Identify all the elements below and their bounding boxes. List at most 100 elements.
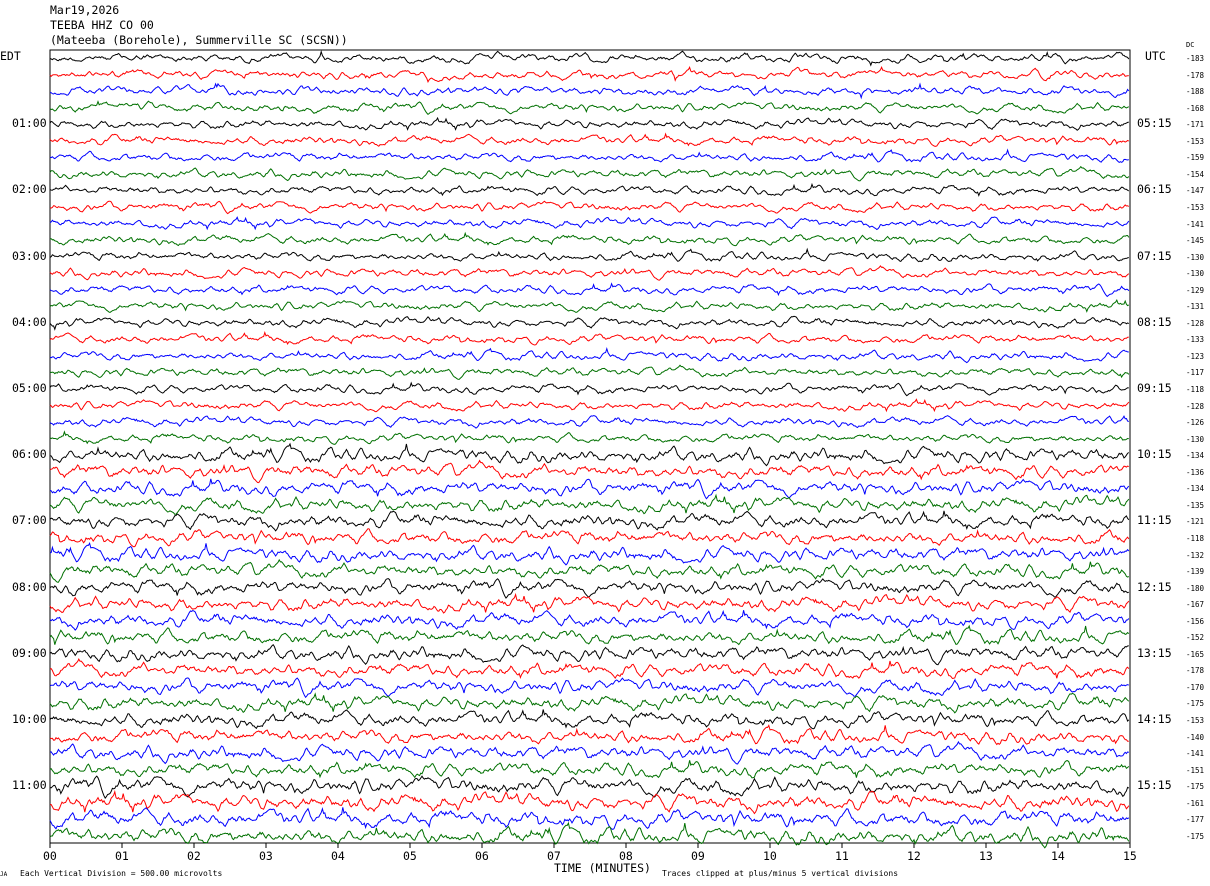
- dc-offset-label: -175: [1186, 831, 1205, 841]
- left-hour-label: 02:00: [12, 182, 47, 197]
- left-hour-label: 03:00: [12, 248, 47, 263]
- right-hour-label: 15:15: [1137, 778, 1172, 793]
- trace-line-8: [49, 182, 1130, 197]
- x-tick-label: 05: [403, 849, 417, 863]
- dc-offset-label: -132: [1186, 550, 1205, 560]
- trace-line-15: [49, 298, 1130, 313]
- trace-line-28: [49, 510, 1130, 532]
- dc-label: DC: [1186, 41, 1195, 49]
- dc-offset-label: -141: [1186, 749, 1205, 759]
- date-label: Mar19,2026: [50, 3, 120, 17]
- trace-line-10: [49, 216, 1130, 231]
- dc-offset-label: -117: [1186, 368, 1205, 378]
- dc-offset-label: -130: [1186, 252, 1205, 262]
- trace-line-39: [49, 692, 1130, 714]
- trace-line-34: [49, 609, 1130, 631]
- trace-line-13: [49, 265, 1130, 281]
- corner-mark: JA: [0, 871, 8, 878]
- x-tick-label: 09: [691, 849, 705, 863]
- trace-line-44: [49, 775, 1130, 800]
- trace-line-43: [49, 760, 1130, 779]
- dc-offset-label: -154: [1186, 169, 1205, 179]
- right-hour-label: 14:15: [1137, 712, 1172, 726]
- dc-offset-label: -118: [1186, 533, 1205, 543]
- right-hour-label: 07:15: [1137, 248, 1172, 263]
- x-tick-label: 13: [979, 849, 993, 863]
- dc-offset-label: -139: [1186, 567, 1205, 577]
- dc-offset-label: -152: [1186, 633, 1205, 643]
- trace-line-11: [50, 231, 1130, 247]
- plot-frame: [49, 49, 1131, 844]
- dc-offset-label: -180: [1186, 583, 1205, 593]
- dc-offset-label: -159: [1186, 153, 1205, 163]
- dc-offset-label: -118: [1186, 385, 1205, 394]
- left-timezone: EDT: [0, 49, 21, 63]
- trace-line-26: [49, 478, 1130, 500]
- dc-offset-label: -175: [1186, 782, 1205, 792]
- scale-note: Each Vertical Division = 500.00 microvol…: [20, 869, 223, 878]
- dc-offset-label: -121: [1186, 517, 1205, 527]
- x-tick-label: 12: [907, 849, 921, 863]
- trace-line-9: [49, 200, 1130, 215]
- right-hour-label: 08:15: [1137, 314, 1172, 329]
- dc-offset-label: -188: [1186, 87, 1205, 97]
- trace-line-30: [49, 541, 1130, 566]
- trace-line-37: [49, 658, 1130, 680]
- trace-line-4: [49, 116, 1129, 131]
- left-hour-label: 05:00: [12, 381, 47, 395]
- trace-line-23: [49, 430, 1129, 445]
- trace-line-24: [49, 442, 1130, 467]
- trace-line-1: [49, 66, 1129, 83]
- left-hour-label: 10:00: [12, 712, 47, 726]
- trace-line-27: [49, 493, 1130, 515]
- trace-line-3: [49, 100, 1130, 115]
- trace-line-25: [49, 459, 1129, 484]
- left-hour-label: 06:00: [12, 447, 47, 462]
- trace-line-12: [49, 247, 1129, 263]
- dc-offset-label: -175: [1186, 699, 1205, 709]
- left-hour-label: 07:00: [12, 513, 47, 528]
- clip-note: Traces clipped at plus/minus 5 vertical …: [662, 869, 899, 878]
- x-tick-label: 04: [331, 849, 345, 863]
- x-tick-label: 15: [1123, 849, 1137, 863]
- trace-line-6: [49, 148, 1129, 164]
- dc-offset-label: -161: [1186, 798, 1205, 808]
- trace-line-5: [49, 132, 1130, 147]
- dc-offset-label: -131: [1186, 302, 1205, 312]
- dc-offset-label: -140: [1186, 732, 1205, 742]
- dc-offset-label: -130: [1186, 434, 1205, 444]
- dc-offset-label: -145: [1186, 236, 1205, 246]
- trace-line-38: [49, 677, 1129, 699]
- dc-offset-label: -178: [1186, 666, 1205, 676]
- dc-offset-label: -135: [1186, 500, 1205, 510]
- trace-line-21: [49, 398, 1130, 413]
- right-hour-label: 09:15: [1137, 381, 1172, 395]
- trace-line-47: [49, 821, 1130, 849]
- location-label: (Mateeba (Borehole), Summerville SC (SCS…: [50, 33, 348, 47]
- dc-offset-label: -128: [1186, 401, 1205, 411]
- left-hour-label: 04:00: [12, 314, 47, 329]
- dc-offset-label: -178: [1186, 70, 1205, 80]
- trace-line-14: [49, 282, 1130, 298]
- left-hour-label: 11:00: [12, 778, 47, 793]
- x-tick-label: 00: [43, 849, 57, 863]
- x-tick-label: 11: [835, 849, 849, 863]
- right-hour-label: 10:15: [1137, 447, 1172, 462]
- dc-offset-label: -170: [1186, 682, 1205, 692]
- dc-offset-label: -168: [1186, 103, 1205, 113]
- trace-line-16: [49, 315, 1130, 331]
- dc-offset-label: -141: [1186, 219, 1205, 229]
- trace-line-40: [49, 709, 1130, 730]
- left-hour-label: 08:00: [12, 579, 47, 594]
- x-tick-label: 06: [475, 849, 489, 863]
- dc-offset-label: -165: [1186, 649, 1205, 659]
- dc-offset-label: -133: [1186, 335, 1205, 345]
- dc-offset-label: -126: [1186, 418, 1205, 428]
- dc-offset-label: -153: [1186, 716, 1205, 725]
- x-tick-label: 10: [763, 849, 777, 863]
- left-hour-label: 01:00: [12, 116, 47, 131]
- right-hour-label: 05:15: [1137, 116, 1172, 131]
- trace-line-17: [49, 331, 1129, 346]
- dc-offset-label: -153: [1186, 202, 1205, 212]
- trace-line-36: [49, 643, 1129, 666]
